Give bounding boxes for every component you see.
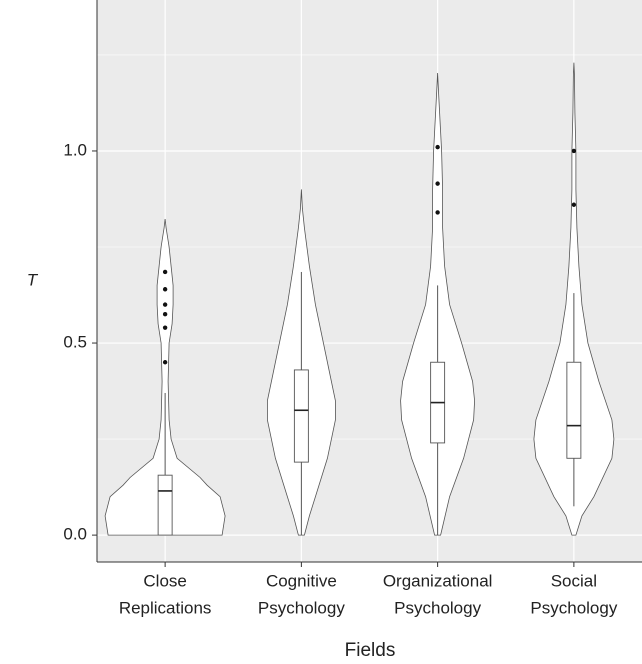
outlier bbox=[435, 144, 440, 150]
x-tick-label: Replications bbox=[119, 598, 212, 617]
outlier bbox=[435, 181, 440, 186]
x-tick-label: Psychology bbox=[394, 598, 481, 617]
y-axis-title: T bbox=[27, 270, 39, 289]
outlier bbox=[162, 269, 168, 275]
x-axis-title: Fields bbox=[345, 640, 396, 661]
box bbox=[293, 369, 309, 463]
y-tick-label: 0.0 bbox=[63, 525, 87, 544]
outlier bbox=[162, 312, 168, 317]
violin bbox=[104, 218, 226, 536]
box bbox=[157, 474, 173, 536]
x-tick-label: Psychology bbox=[530, 598, 617, 617]
outlier bbox=[162, 302, 168, 307]
outlier bbox=[162, 360, 168, 365]
outlier bbox=[571, 202, 577, 207]
y-tick-label: 1.0 bbox=[63, 140, 87, 159]
x-tick-label: Cognitive bbox=[266, 571, 337, 590]
x-tick-label: Psychology bbox=[258, 598, 345, 617]
outlier bbox=[162, 325, 168, 330]
y-tick-label: 0.5 bbox=[63, 333, 87, 352]
x-tick-label: Organizational bbox=[383, 571, 493, 590]
outlier bbox=[571, 148, 577, 154]
box bbox=[566, 361, 582, 459]
outlier bbox=[435, 210, 440, 215]
x-tick-label: Close bbox=[143, 571, 186, 590]
outlier bbox=[162, 287, 168, 292]
x-tick-label: Social bbox=[551, 571, 597, 590]
